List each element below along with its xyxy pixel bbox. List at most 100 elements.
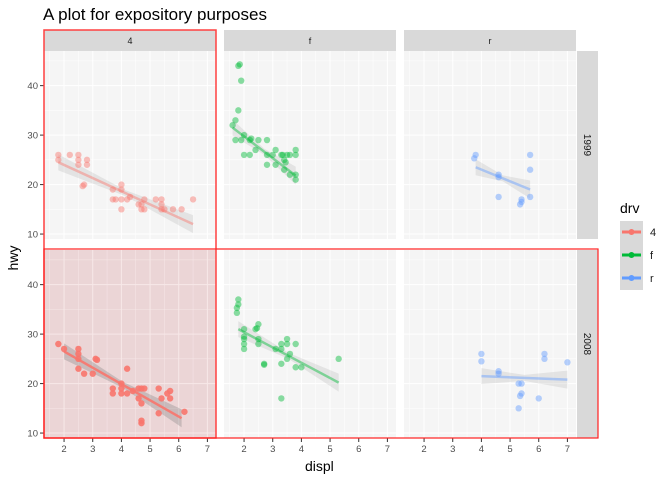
legend-key-point	[628, 252, 635, 258]
trend-line	[231, 126, 297, 177]
data-point	[109, 385, 117, 392]
data-point	[286, 350, 294, 358]
data-point	[541, 350, 548, 358]
data-point	[169, 206, 177, 213]
data-point	[138, 400, 145, 407]
confidence-band	[232, 119, 296, 185]
data-point	[269, 151, 276, 159]
panel-background	[404, 51, 576, 239]
x-tick-label: 6	[176, 444, 181, 455]
data-point	[55, 156, 62, 164]
x-tick-label: 4	[119, 444, 124, 455]
data-point	[229, 122, 236, 129]
data-point	[292, 176, 299, 183]
data-point	[240, 335, 248, 343]
data-point	[471, 155, 478, 162]
data-point	[80, 181, 88, 188]
data-point	[181, 408, 188, 415]
trend-line	[475, 166, 531, 191]
data-point	[255, 321, 262, 328]
x-tick-label: 4	[479, 444, 484, 455]
data-point	[516, 201, 524, 208]
data-point	[232, 117, 239, 124]
data-point	[526, 166, 534, 173]
data-point	[166, 387, 174, 395]
data-point	[292, 146, 299, 154]
data-point	[166, 395, 174, 402]
data-point	[123, 196, 131, 203]
confidence-band	[58, 154, 194, 234]
trend-line	[237, 328, 340, 384]
data-point	[272, 146, 279, 154]
panel-background	[44, 51, 216, 239]
data-point	[292, 364, 299, 371]
data-point	[281, 166, 288, 173]
data-point	[75, 156, 82, 164]
legend-key-point	[628, 229, 635, 235]
data-point	[233, 304, 241, 312]
data-point	[118, 385, 125, 392]
data-point	[235, 107, 242, 114]
data-point	[541, 355, 548, 363]
x-tick-label: 3	[90, 444, 95, 455]
x-tick-label: 5	[147, 444, 152, 455]
data-point	[152, 196, 159, 203]
data-point	[141, 196, 148, 203]
data-point	[123, 390, 131, 397]
data-point	[235, 62, 242, 70]
confidence-band	[475, 159, 531, 199]
panel-background	[404, 250, 576, 438]
data-point	[138, 417, 145, 424]
x-axis-label: displ	[305, 458, 334, 474]
data-point	[495, 171, 502, 178]
data-point	[526, 193, 534, 201]
data-point	[472, 151, 479, 159]
data-point	[240, 151, 248, 159]
confidence-band	[481, 368, 568, 389]
data-point	[141, 385, 148, 392]
data-point	[155, 410, 162, 417]
legend: drv 4 fr	[620, 200, 656, 290]
data-point	[240, 333, 248, 340]
data-point	[278, 345, 285, 353]
data-point	[138, 206, 145, 213]
data-point	[495, 193, 502, 201]
data-point	[335, 355, 342, 363]
data-point	[286, 151, 294, 159]
data-point	[235, 296, 242, 303]
data-point	[518, 196, 525, 203]
x-tick-label: 7	[565, 444, 570, 455]
data-point	[278, 360, 285, 367]
x-tick-label: 6	[536, 444, 541, 455]
data-point	[283, 340, 291, 348]
x-tick-label: 6	[356, 444, 361, 455]
data-point	[260, 360, 268, 367]
column-strip	[404, 30, 576, 51]
data-point	[286, 171, 294, 178]
y-tick-label: 30	[27, 131, 38, 142]
x-tick-label: 3	[450, 444, 455, 455]
row-strip-label: 1999	[581, 134, 592, 157]
x-tick-label: 7	[385, 444, 390, 455]
data-point	[518, 390, 525, 397]
data-point	[236, 61, 243, 68]
data-point	[118, 206, 125, 213]
data-point	[281, 156, 288, 164]
data-point	[535, 395, 542, 402]
data-point	[83, 156, 91, 164]
data-point	[253, 324, 261, 332]
data-point	[178, 206, 185, 213]
data-point	[158, 196, 165, 203]
data-point	[238, 136, 245, 144]
data-point	[292, 171, 299, 178]
data-point	[55, 340, 62, 348]
data-point	[80, 370, 88, 377]
legend-key-point	[628, 275, 635, 281]
x-tick-label: 4	[299, 444, 304, 455]
data-point	[478, 350, 485, 358]
y-tick-label: 30	[27, 330, 38, 341]
data-point	[292, 340, 299, 348]
data-point	[263, 151, 271, 159]
data-point	[55, 151, 62, 159]
data-point	[158, 395, 165, 402]
